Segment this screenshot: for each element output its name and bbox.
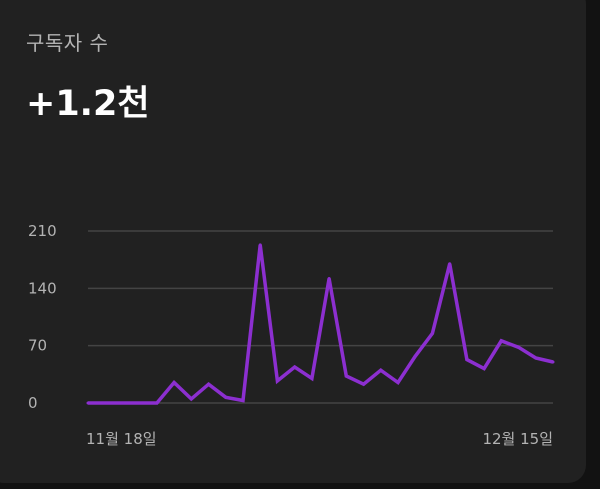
x-tick-label: 12월 15일 [482, 430, 553, 448]
data-point [103, 401, 107, 405]
data-point [207, 382, 211, 386]
data-point [241, 399, 245, 403]
data-point [448, 262, 452, 266]
metric-value: +1.2천 [26, 84, 150, 124]
data-point [379, 368, 383, 372]
data-point [396, 381, 400, 385]
data-point [499, 339, 503, 343]
data-point [465, 358, 469, 362]
data-point [172, 381, 176, 385]
series-line [88, 244, 554, 405]
data-point [551, 360, 555, 364]
data-point [224, 395, 228, 399]
data-point [293, 365, 297, 369]
data-point [155, 401, 159, 405]
data-point [189, 397, 193, 401]
y-tick-label: 210 [28, 222, 57, 240]
data-point [86, 401, 90, 405]
data-point [413, 354, 417, 358]
data-point [362, 382, 366, 386]
data-point [482, 367, 486, 371]
x-tick-label: 11월 18일 [86, 430, 157, 448]
data-point [138, 401, 142, 405]
y-tick-label: 140 [28, 279, 57, 297]
data-point [120, 401, 124, 405]
data-point [258, 243, 262, 247]
data-point [344, 374, 348, 378]
y-tick-label: 70 [28, 337, 47, 355]
data-point [310, 376, 314, 380]
metric-label: 구독자 수 [26, 31, 109, 55]
y-tick-label: 0 [28, 394, 38, 412]
data-point [327, 277, 331, 281]
data-point [430, 331, 434, 335]
data-point [275, 379, 279, 383]
data-point [534, 356, 538, 360]
data-point [517, 345, 521, 349]
